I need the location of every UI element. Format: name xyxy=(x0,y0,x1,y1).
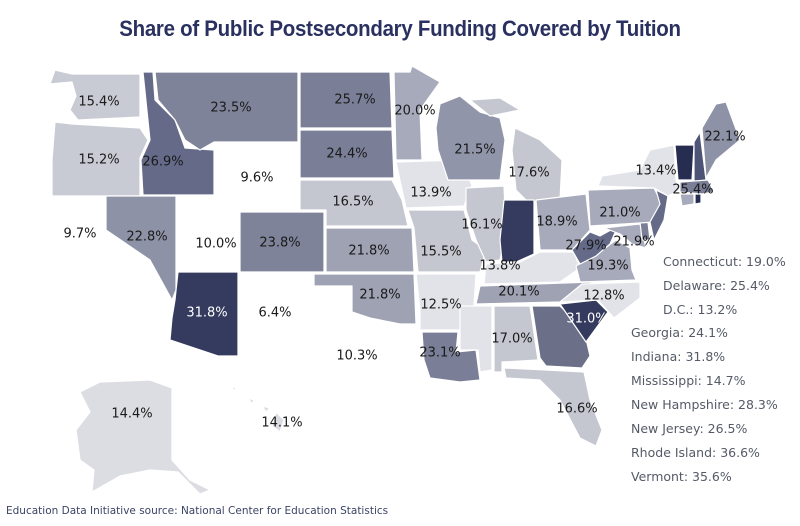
label-tx: 10.3% xyxy=(336,348,378,364)
state-minnesota[interactable] xyxy=(393,65,441,161)
label-fl: 16.6% xyxy=(556,401,598,417)
state-wisconsin[interactable] xyxy=(435,95,506,181)
label-md: 21.9% xyxy=(613,234,655,250)
state-oregon[interactable] xyxy=(51,121,149,197)
label-ok: 21.8% xyxy=(359,287,401,303)
state-nevada[interactable] xyxy=(105,195,177,301)
state-florida[interactable] xyxy=(503,367,603,447)
state-arizona[interactable] xyxy=(169,271,239,357)
legend-mississippi: Mississippi: 14.7% xyxy=(631,373,746,388)
label-il: 16.1% xyxy=(461,217,503,233)
state-west-virginia[interactable] xyxy=(571,225,619,265)
label-ar: 12.5% xyxy=(420,297,462,313)
label-va: 19.3% xyxy=(587,258,629,274)
legend-connecticut: Connecticut: 19.0% xyxy=(663,254,786,269)
state-alaska[interactable] xyxy=(75,379,211,495)
state-colorado[interactable] xyxy=(239,211,325,273)
label-me: 22.1% xyxy=(704,129,746,145)
state-connecticut[interactable] xyxy=(679,193,695,207)
state-rhode-island[interactable] xyxy=(694,193,702,205)
legend-delaware: Delaware: 25.4% xyxy=(663,278,770,293)
state-maine[interactable] xyxy=(701,101,741,179)
state-oklahoma[interactable] xyxy=(313,273,417,325)
legend-new-hampshire: New Hampshire: 28.3% xyxy=(631,397,778,412)
label-la: 23.1% xyxy=(419,345,461,361)
label-sd: 24.4% xyxy=(326,146,368,162)
state-maryland[interactable] xyxy=(603,223,647,249)
state-massachusetts[interactable] xyxy=(679,179,715,195)
label-wa: 15.4% xyxy=(78,94,120,110)
legend-georgia: Georgia: 24.1% xyxy=(631,325,728,340)
label-nv: 22.8% xyxy=(126,229,168,245)
label-or: 15.2% xyxy=(78,152,120,168)
label-wi: 21.5% xyxy=(454,142,496,158)
label-az: 31.8% xyxy=(186,305,228,321)
label-ak: 14.4% xyxy=(111,406,153,422)
state-north-dakota[interactable] xyxy=(299,71,393,129)
legend-rhode-island: Rhode Island: 36.6% xyxy=(631,445,760,460)
label-ks: 21.8% xyxy=(348,243,390,259)
state-hawaii[interactable] xyxy=(231,385,285,433)
label-ca: 9.7% xyxy=(63,226,97,242)
state-new-york[interactable] xyxy=(597,144,681,197)
state-nebraska[interactable] xyxy=(299,179,409,227)
label-hi: 14.1% xyxy=(261,415,303,431)
state-indiana[interactable] xyxy=(499,199,535,263)
label-ne: 16.5% xyxy=(332,194,374,210)
state-louisiana[interactable] xyxy=(421,331,481,383)
state-north-carolina[interactable] xyxy=(559,281,641,319)
label-wv: 27.9% xyxy=(565,238,607,254)
state-ohio[interactable] xyxy=(535,193,591,251)
label-al: 17.0% xyxy=(491,331,533,347)
legend-indiana: Indiana: 31.8% xyxy=(631,349,726,364)
label-id: 26.9% xyxy=(142,154,184,170)
label-ut: 10.0% xyxy=(195,236,237,252)
legend-new-jersey: New Jersey: 26.5% xyxy=(631,421,748,436)
label-mo: 15.5% xyxy=(420,244,462,260)
chart-title: Share of Public Postsecondary Funding Co… xyxy=(119,16,681,41)
label-oh: 18.9% xyxy=(536,214,578,230)
state-montana[interactable] xyxy=(154,71,299,151)
label-mt: 23.5% xyxy=(210,100,252,116)
label-nd: 25.7% xyxy=(334,92,376,108)
label-ky: 13.8% xyxy=(479,258,521,274)
label-sc: 31.0% xyxy=(566,311,608,327)
legend-vermont: Vermont: 35.6% xyxy=(631,469,732,484)
state-missouri[interactable] xyxy=(407,209,487,273)
label-wy: 9.6% xyxy=(240,170,274,186)
label-mn: 20.0% xyxy=(394,103,436,119)
state-illinois[interactable] xyxy=(465,185,507,263)
state-idaho[interactable] xyxy=(140,71,215,196)
label-ia: 13.9% xyxy=(410,185,452,201)
label-nc: 12.8% xyxy=(583,288,625,304)
label-ny: 13.4% xyxy=(635,163,677,179)
source-note: Education Data Initiative source: Nation… xyxy=(6,505,389,517)
state-kansas[interactable] xyxy=(325,227,415,273)
state-alabama[interactable] xyxy=(493,305,539,373)
label-ma: 25.4% xyxy=(672,182,714,198)
state-south-dakota[interactable] xyxy=(299,129,395,179)
state-kentucky[interactable] xyxy=(483,251,581,285)
legend-dc: D.C.: 13.2% xyxy=(663,302,738,317)
state-washington[interactable] xyxy=(49,69,141,121)
label-mi: 17.6% xyxy=(508,165,550,181)
label-co: 23.8% xyxy=(259,235,301,251)
state-vermont[interactable] xyxy=(674,144,695,181)
label-pa: 21.0% xyxy=(599,205,641,221)
state-mississippi[interactable] xyxy=(459,305,493,373)
label-nm: 6.4% xyxy=(258,305,292,321)
label-tn: 20.1% xyxy=(498,284,540,300)
